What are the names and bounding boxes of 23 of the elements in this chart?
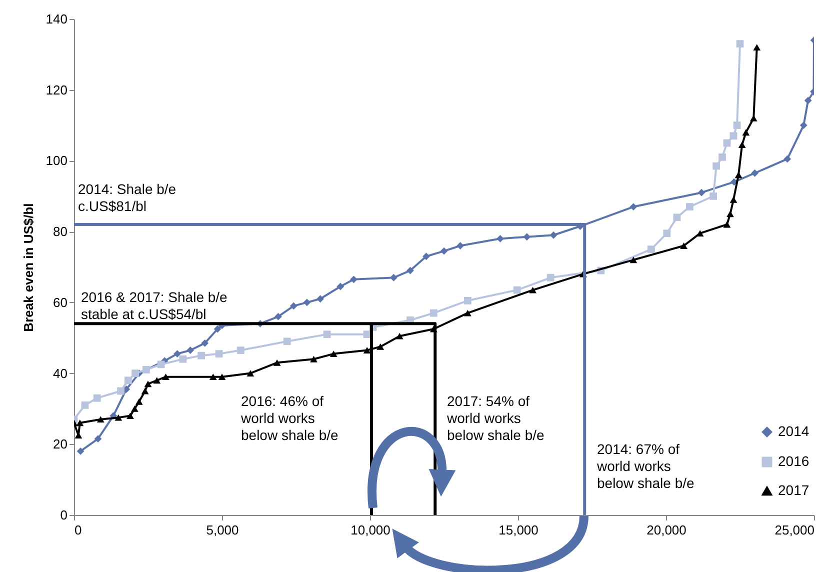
x-tick-label: 10,000 bbox=[350, 522, 390, 538]
y-axis-title: Break even in US$/bl bbox=[20, 203, 36, 332]
annotation: 2016 & 2017: Shale b/e stable at c.US$54/bl bbox=[81, 289, 228, 322]
y-tick-label: 80 bbox=[53, 224, 68, 240]
y-tick-label: 40 bbox=[53, 366, 68, 381]
legend-label: 2016 bbox=[778, 453, 810, 469]
annotation: 2014: 67% of world works below shale b/e bbox=[596, 441, 695, 491]
y-tick-label: 100 bbox=[46, 153, 68, 168]
annotation: 2017: 54% of world works below shale b/e bbox=[446, 393, 545, 443]
x-tick-label: 15,000 bbox=[498, 522, 538, 538]
y-tick-label: 120 bbox=[46, 82, 68, 98]
y-tick-label: 20 bbox=[53, 436, 68, 452]
legend-label: 2017 bbox=[778, 482, 810, 498]
x-tick-label: 25,000 bbox=[774, 522, 814, 538]
legend-label: 2014 bbox=[778, 423, 810, 439]
y-tick-label: 0 bbox=[60, 508, 68, 522]
x-tick-label: 20,000 bbox=[646, 522, 686, 538]
x-tick-label: 5,000 bbox=[206, 522, 239, 538]
annotation: 2014: Shale b/e c.US$81/bl bbox=[78, 181, 176, 214]
x-tick-label: 0 bbox=[74, 522, 82, 538]
y-tick-label: 140 bbox=[46, 12, 68, 26]
annotation: 2016: 46% of world works below shale b/e bbox=[240, 393, 339, 443]
y-tick-label: 60 bbox=[53, 294, 68, 310]
